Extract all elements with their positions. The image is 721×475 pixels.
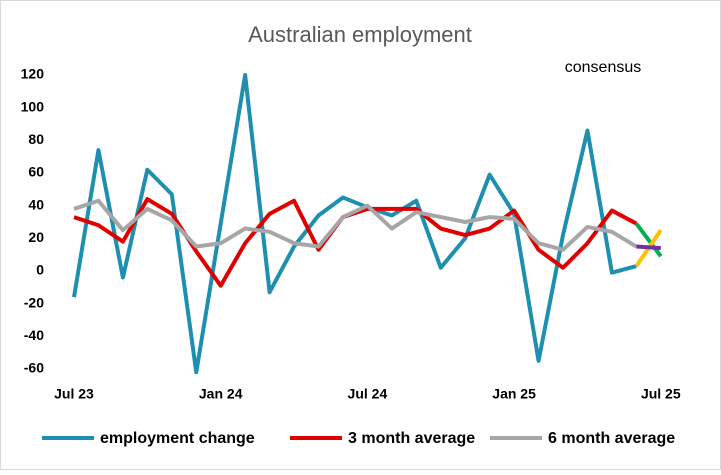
chart-title: Australian employment	[248, 22, 472, 47]
series-line	[636, 244, 661, 251]
x-tick-label: Jul 23	[54, 386, 94, 402]
x-tick-label: Jul 24	[348, 386, 388, 402]
x-tick-label: Jan 24	[199, 386, 243, 402]
series-line	[634, 222, 663, 258]
x-tick-label: Jan 25	[492, 386, 536, 402]
legend-label: 3 month average	[348, 430, 475, 447]
legend-label: 6 month average	[548, 430, 675, 447]
series-line	[72, 73, 637, 375]
y-tick-label: -20	[24, 294, 44, 310]
y-tick-label: -40	[24, 327, 44, 343]
series-line	[73, 198, 638, 252]
annotation: consensus	[565, 59, 642, 76]
legend-label: employment change	[100, 430, 255, 447]
y-tick-label: 40	[28, 196, 44, 212]
y-tick-label: 0	[36, 262, 44, 278]
y-tick-label: 120	[21, 66, 45, 82]
y-tick-label: 80	[28, 131, 44, 147]
y-tick-label: -60	[24, 360, 44, 376]
y-tick-label: 100	[21, 98, 45, 114]
x-tick-label: Jul 25	[641, 386, 681, 402]
y-tick-label: 20	[28, 229, 44, 245]
y-tick-label: 60	[28, 164, 44, 180]
